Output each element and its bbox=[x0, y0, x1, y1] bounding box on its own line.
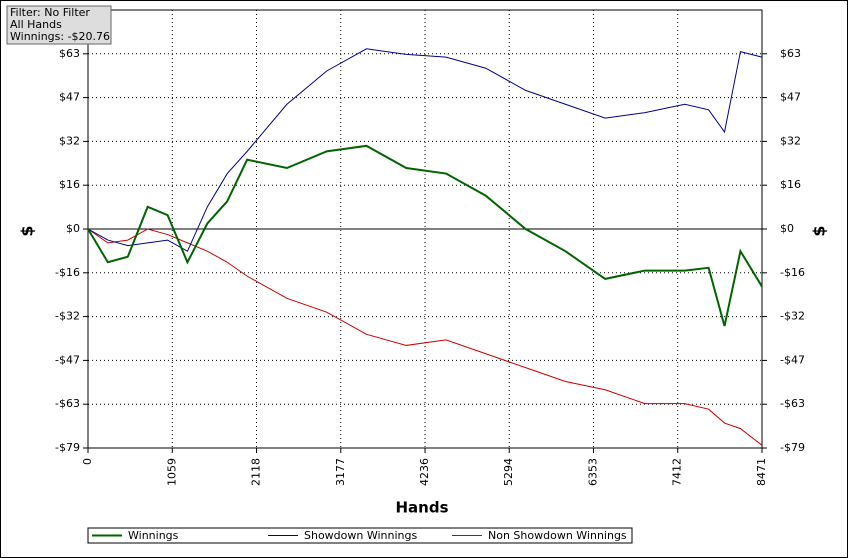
x-tick-label: 4236 bbox=[418, 458, 431, 486]
y2-tick-label: -$63 bbox=[780, 397, 805, 410]
legend-box bbox=[87, 527, 633, 544]
y-tick-label: -$32 bbox=[55, 310, 80, 323]
y2-tick-label: -$16 bbox=[780, 266, 805, 279]
x-tick-label: 1059 bbox=[165, 458, 178, 486]
info-line: Filter: No Filter bbox=[10, 6, 90, 19]
y-tick-label: -$79 bbox=[55, 441, 80, 454]
y2-tick-label: $63 bbox=[780, 47, 801, 60]
x-axis-title: Hands bbox=[395, 499, 448, 517]
info-line: All Hands bbox=[10, 18, 62, 31]
y-tick-label: $47 bbox=[59, 91, 80, 104]
y-tick-label: $63 bbox=[59, 47, 80, 60]
y-tick-label: $0 bbox=[66, 222, 80, 235]
x-tick-label: 2118 bbox=[250, 458, 263, 486]
y2-tick-label: -$32 bbox=[780, 310, 805, 323]
y-tick-label: -$47 bbox=[55, 353, 80, 366]
y-axis-title: $ bbox=[18, 225, 37, 236]
x-tick-label: 8471 bbox=[755, 458, 768, 486]
series-line bbox=[87, 48, 763, 252]
y2-tick-label: $16 bbox=[780, 178, 801, 191]
info-box bbox=[6, 5, 112, 45]
legend-label: Showdown Winnings bbox=[304, 529, 418, 542]
y2-axis-title: $ bbox=[810, 225, 829, 236]
y2-tick-label: -$79 bbox=[780, 441, 805, 454]
y2-tick-label: -$47 bbox=[780, 353, 805, 366]
series-line bbox=[87, 228, 763, 446]
series-line bbox=[87, 144, 763, 327]
y-tick-label: -$63 bbox=[55, 397, 80, 410]
y2-tick-label: $47 bbox=[780, 91, 801, 104]
x-tick-label: 7412 bbox=[671, 458, 684, 486]
legend-label: Winnings bbox=[128, 529, 179, 542]
y-tick-label: $16 bbox=[59, 178, 80, 191]
x-tick-label: 0 bbox=[81, 458, 94, 465]
y-tick-label: -$16 bbox=[55, 266, 80, 279]
legend-label: Non Showdown Winnings bbox=[488, 529, 627, 542]
x-tick-label: 3177 bbox=[334, 458, 347, 486]
x-tick-label: 5294 bbox=[502, 458, 515, 486]
x-tick-label: 6353 bbox=[586, 458, 599, 486]
y-tick-label: $32 bbox=[59, 134, 80, 147]
y2-tick-label: $32 bbox=[780, 134, 801, 147]
y2-tick-label: $0 bbox=[780, 222, 794, 235]
info-line: Winnings: -$20.76 bbox=[10, 30, 110, 43]
